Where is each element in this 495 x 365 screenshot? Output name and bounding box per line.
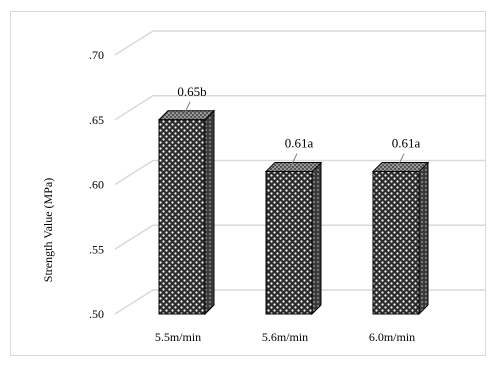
- bar-top: [371, 162, 430, 173]
- data-label: 0.61a: [285, 136, 314, 151]
- bar-front: [265, 171, 313, 315]
- bar-side: [204, 109, 215, 316]
- bar-front: [158, 119, 206, 315]
- y-axis-title: Strength Value (MPa): [41, 178, 55, 282]
- data-label-leader: [182, 101, 191, 117]
- bar-front: [372, 171, 420, 315]
- data-labels: 0.65b 0.61a 0.61a: [177, 84, 420, 169]
- data-label: 0.61a: [392, 136, 421, 151]
- y-axis-ticks: .50 .55 .60 .65 .70: [89, 48, 104, 321]
- x-tick-label: 5.6m/min: [262, 330, 308, 344]
- y-tick-label: .70: [89, 48, 104, 62]
- gridline: [114, 30, 485, 56]
- y-tick-label: .60: [89, 178, 104, 192]
- x-axis-ticks: 5.5m/min 5.6m/min 6.0m/min: [155, 330, 415, 344]
- data-label: 0.65b: [177, 84, 206, 99]
- bar-top: [157, 110, 216, 121]
- bar-side: [418, 161, 429, 316]
- bar: [157, 109, 216, 316]
- data-label-leader: [289, 153, 298, 169]
- gridline: [114, 159, 485, 186]
- x-tick-label: 5.5m/min: [155, 330, 201, 344]
- gridline: [114, 95, 485, 121]
- y-tick-label: .65: [89, 113, 104, 127]
- bar: [264, 161, 323, 316]
- y-tick-label: .55: [89, 242, 104, 256]
- y-tick-label: .50: [89, 307, 104, 321]
- bar-top: [264, 162, 323, 173]
- bars: [157, 109, 430, 316]
- data-label-leader: [396, 153, 405, 169]
- bar: [371, 161, 430, 316]
- bar-side: [311, 161, 322, 316]
- x-tick-label: 6.0m/min: [369, 330, 415, 344]
